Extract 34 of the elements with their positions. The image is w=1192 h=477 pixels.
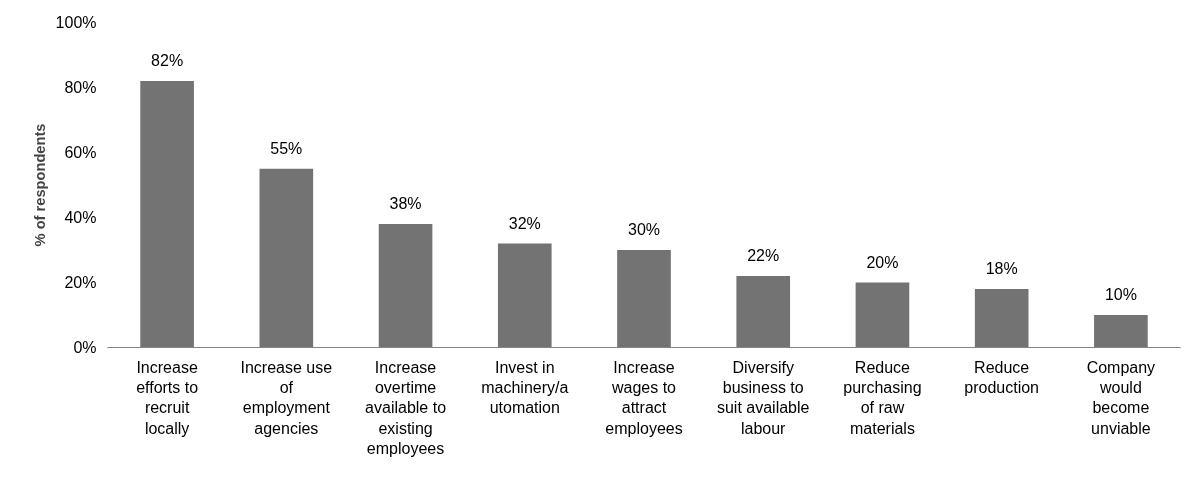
- data-label: 38%: [389, 195, 422, 212]
- data-label: 55%: [270, 139, 303, 157]
- y-tick-label: 60%: [64, 144, 97, 161]
- y-tick-label: 0%: [73, 339, 97, 356]
- x-tick-label: Company would become unviable: [1086, 358, 1156, 437]
- bar: [1094, 315, 1148, 348]
- bar: [378, 224, 433, 348]
- bar: [140, 81, 194, 348]
- bar: [974, 289, 1029, 348]
- data-label: 82%: [151, 52, 184, 69]
- bar: [259, 168, 314, 348]
- x-tick-label: Reduce purchasing of raw materials: [843, 358, 922, 437]
- x-tick-label: Increase efforts to recruit locally: [136, 358, 199, 437]
- y-tick-label: 40%: [64, 209, 97, 226]
- x-tick-label: Increase overtime available to existing employees: [365, 358, 447, 458]
- x-tick-label: Diversify business to suit available labour: [716, 358, 810, 437]
- x-tick-label: Reduce production: [964, 358, 1040, 396]
- x-tick-label: Invest in machinery/a utomation: [481, 358, 569, 417]
- data-label: 32%: [508, 214, 541, 232]
- data-label: 10%: [1104, 286, 1137, 303]
- bar: [855, 282, 910, 348]
- bar: [617, 250, 671, 348]
- data-label: 30%: [627, 221, 661, 238]
- y-tick-label: 100%: [55, 14, 97, 31]
- data-label: 18%: [985, 260, 1018, 277]
- y-tick-label: 80%: [64, 79, 97, 96]
- x-tick-label: Increase wages to attract employees: [605, 358, 683, 437]
- y-tick-label: 20%: [64, 274, 97, 291]
- bar: [736, 276, 791, 348]
- data-label: 20%: [866, 253, 899, 271]
- y-axis-title: % of respondents: [31, 123, 48, 247]
- x-tick-label: Increase use of employment agencies: [240, 358, 333, 437]
- data-label: 22%: [747, 247, 780, 264]
- bar: [497, 243, 552, 348]
